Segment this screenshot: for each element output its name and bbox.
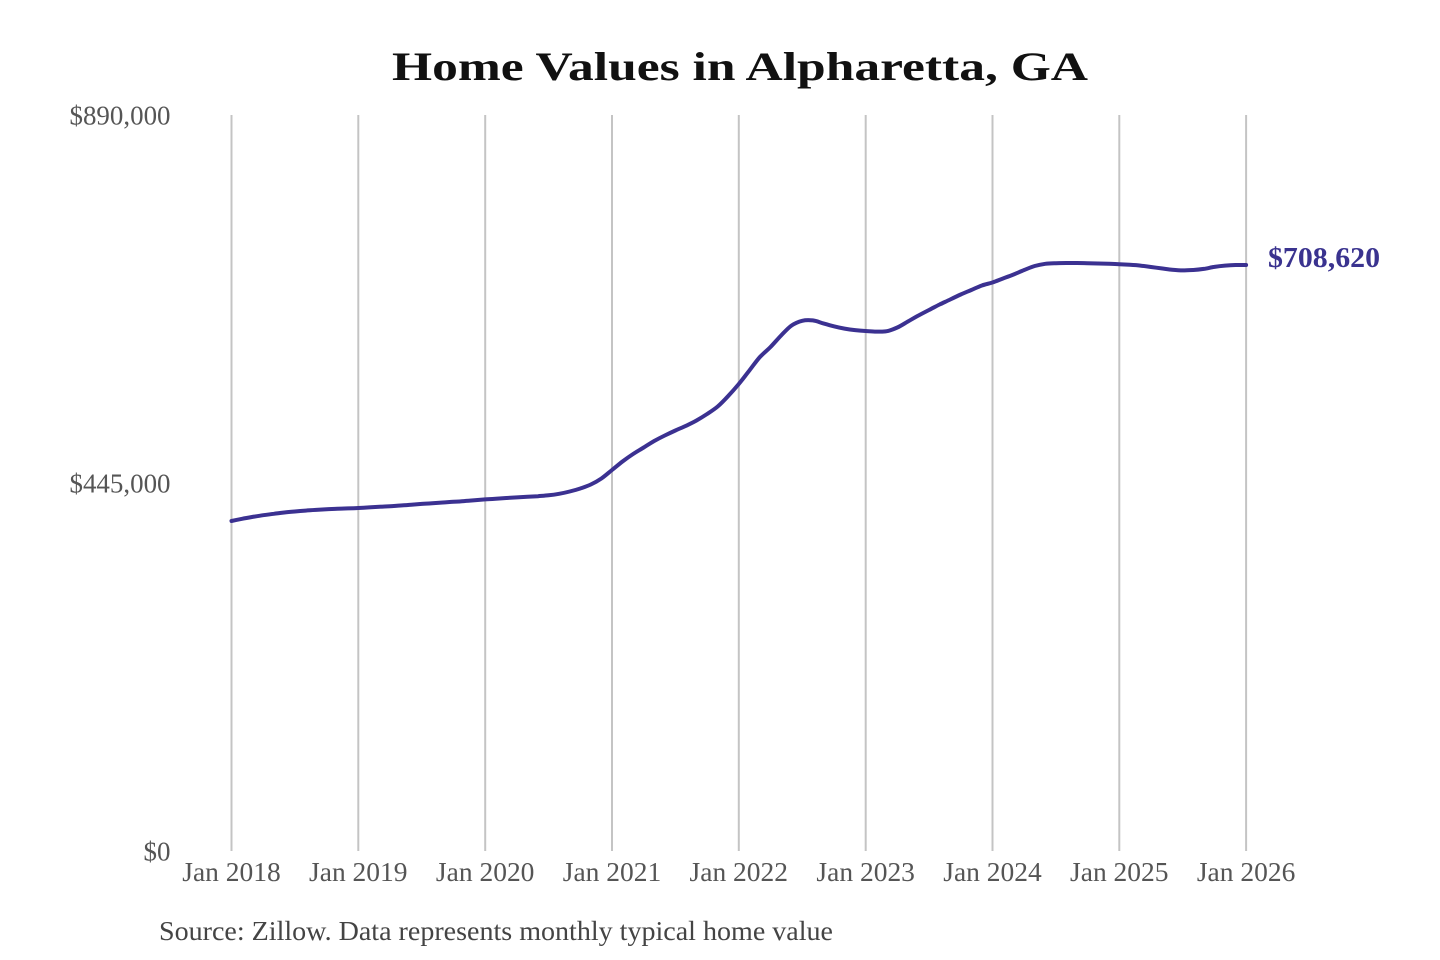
svg-text:Jan 2026: Jan 2026 (1197, 857, 1296, 887)
svg-text:$890,000: $890,000 (70, 100, 171, 130)
svg-text:Jan 2025: Jan 2025 (1070, 857, 1169, 887)
svg-text:Jan 2020: Jan 2020 (436, 857, 535, 887)
svg-text:$445,000: $445,000 (70, 468, 171, 498)
svg-text:Jan 2018: Jan 2018 (182, 857, 281, 887)
svg-text:Home Values in Alpharetta, GA: Home Values in Alpharetta, GA (392, 44, 1088, 89)
svg-text:Jan 2019: Jan 2019 (309, 857, 408, 887)
svg-text:Jan 2023: Jan 2023 (816, 857, 915, 887)
svg-text:Source: Zillow. Data represent: Source: Zillow. Data represents monthly … (159, 916, 833, 946)
svg-text:Jan 2021: Jan 2021 (563, 857, 662, 887)
svg-text:$708,620: $708,620 (1268, 242, 1380, 274)
svg-text:$0: $0 (144, 836, 171, 866)
svg-text:Jan 2024: Jan 2024 (943, 857, 1042, 887)
svg-text:Jan 2022: Jan 2022 (690, 857, 789, 887)
